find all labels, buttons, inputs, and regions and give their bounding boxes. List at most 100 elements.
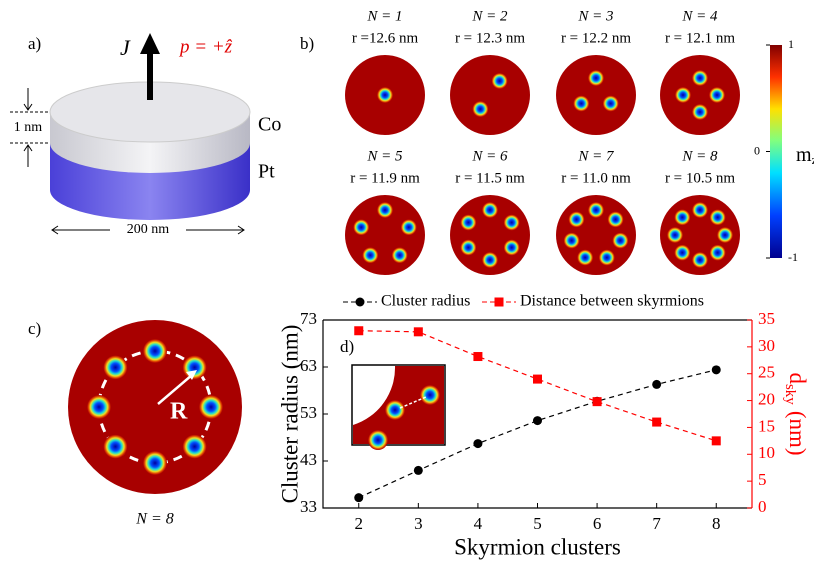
cell-n: N = 1 <box>366 8 402 24</box>
point <box>652 417 662 427</box>
radius-label: R <box>170 399 188 425</box>
skyrmion <box>368 430 388 450</box>
layer-label: Co <box>258 114 281 136</box>
skyrmion <box>391 247 408 264</box>
skyrmion <box>709 244 726 261</box>
skyrmion <box>87 395 111 419</box>
skyrmion <box>563 232 580 249</box>
panel-c: c) R N = 8 <box>28 319 242 528</box>
y-tick-label: 73 <box>300 309 317 328</box>
colorbar <box>770 45 782 258</box>
skyrmion <box>588 202 604 218</box>
legend-marker <box>494 297 504 307</box>
skyrmion <box>143 451 167 475</box>
x-tick-label: 7 <box>652 514 661 533</box>
panel-label: d) <box>340 337 354 356</box>
cell-r: r = 11.0 nm <box>561 170 631 186</box>
cell-r: r = 12.3 nm <box>455 30 525 46</box>
skyrmion <box>667 227 683 243</box>
point <box>652 379 662 389</box>
legend-label: Distance between skyrmions <box>520 293 704 310</box>
point <box>533 416 542 426</box>
skyrmion <box>199 395 223 419</box>
cell-n: N = 7 <box>577 148 615 164</box>
panel-label: c) <box>28 319 41 338</box>
inset-bg <box>353 366 396 425</box>
skyrmion <box>353 219 370 236</box>
skyrmion <box>692 202 708 218</box>
x-axis-label: Skyrmion clusters <box>454 534 621 559</box>
cell-n: N = 3 <box>577 8 613 24</box>
polarization-label: p = +ẑ <box>178 36 233 57</box>
y2-tick-label: 10 <box>758 443 775 462</box>
panel-b: b) mz N = 1 r =12.6 nm N = 2 r = 12.3 nm N =… <box>300 8 814 275</box>
arrow-head <box>186 370 197 380</box>
skyrmion <box>692 104 708 120</box>
cell-n: N = 5 <box>366 148 403 164</box>
point <box>592 397 602 407</box>
cell-r: r = 12.2 nm <box>561 30 631 46</box>
skyrmion <box>472 101 489 118</box>
y2-tick-label: 5 <box>758 470 767 489</box>
skyrmion <box>377 202 393 218</box>
x-tick-label: 6 <box>593 514 602 533</box>
y2-label-main: d <box>785 372 810 384</box>
point <box>413 465 423 475</box>
disk <box>660 55 740 135</box>
y-tick-label: 63 <box>300 356 317 375</box>
y2-tick-label: 30 <box>758 336 775 355</box>
y2-tick-label: 0 <box>758 497 767 516</box>
skyrmion <box>717 227 733 243</box>
skyrmion <box>709 87 725 103</box>
colorbar-tick-label: -1 <box>788 250 798 264</box>
panel-a: a) J p = +ẑ Co Pt 1 nm 200 nm <box>10 33 281 237</box>
arrow-head <box>140 33 160 54</box>
skyrmion <box>577 249 594 266</box>
thickness-label: 1 nm <box>14 120 43 135</box>
skyrmion <box>503 239 520 256</box>
cell-r: r = 11.9 nm <box>350 170 420 186</box>
cell-r: r = 10.5 nm <box>665 170 735 186</box>
cell-r: r = 11.5 nm <box>455 170 525 186</box>
point <box>533 374 542 384</box>
skyrmion <box>692 252 708 268</box>
x-tick-label: 3 <box>414 514 423 533</box>
y-tick-label: 33 <box>300 497 317 516</box>
skyrmion <box>503 214 520 231</box>
colorbar-label: mz <box>796 144 814 167</box>
y2-label-sub: sky <box>782 384 798 405</box>
y2-axis-label: dsky (nm) <box>782 372 810 455</box>
cell-r: r =12.6 nm <box>352 30 419 46</box>
y2-tick-label: 25 <box>758 363 775 382</box>
skyrmion <box>385 400 405 420</box>
cell-n: N = 2 <box>471 8 508 24</box>
panel-d: d) 2 3 4 5 6 7 8 33 43 53 63 73 0 5 10 15 20 25 30 35 Skyrmi… <box>277 293 809 560</box>
diameter-label: 200 nm <box>127 222 170 237</box>
x-tick-label: 4 <box>474 514 483 533</box>
dim-arrows <box>51 225 245 235</box>
colorbar-label-main: m <box>796 144 812 166</box>
dim-arrows <box>23 88 33 167</box>
point <box>473 439 483 449</box>
skyrmion <box>674 209 691 226</box>
radius-arrow <box>157 374 193 405</box>
point <box>413 327 423 337</box>
skyrmion <box>692 70 708 86</box>
legend-marker <box>355 297 365 307</box>
cell-n: N = 8 <box>681 148 718 164</box>
skyrmion <box>400 219 417 236</box>
y2-tick-label: 35 <box>758 309 775 328</box>
x-tick-label: 8 <box>712 514 721 533</box>
disk <box>450 55 530 135</box>
point <box>354 493 364 503</box>
skyrmion <box>675 87 691 103</box>
skyrmion <box>674 244 691 261</box>
y2-tick-label: 20 <box>758 389 775 408</box>
colorbar-tick-label: 1 <box>788 37 794 51</box>
skyrmion <box>602 95 619 112</box>
y2-tick-label: 15 <box>758 416 775 435</box>
y-tick-label: 53 <box>300 403 317 422</box>
caption: N = 8 <box>135 511 173 528</box>
skyrmion <box>573 95 590 112</box>
